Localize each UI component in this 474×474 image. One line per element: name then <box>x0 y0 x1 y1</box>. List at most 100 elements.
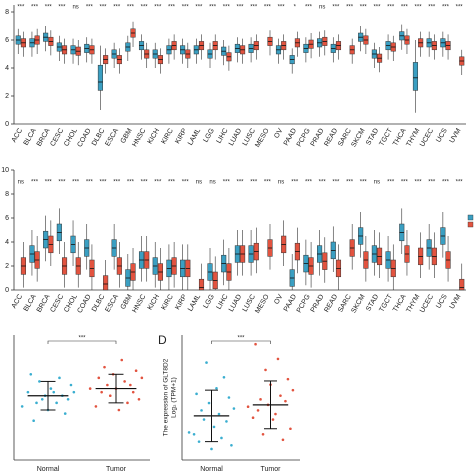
point <box>222 375 226 379</box>
significance: *** <box>100 5 108 11</box>
significance: *** <box>100 180 108 186</box>
significance: *** <box>154 5 162 11</box>
x-tick-label: Tumor <box>261 466 282 473</box>
x-tick-label: UVM <box>449 293 463 310</box>
x-tick-label: UCEC <box>419 127 435 148</box>
x-tick-label: GBM <box>120 293 134 310</box>
significance: *** <box>401 180 409 186</box>
significance-bracket <box>47 340 117 344</box>
point <box>274 412 277 416</box>
significance: *** <box>182 5 190 11</box>
point <box>291 388 295 392</box>
point <box>49 387 53 390</box>
significance: *** <box>319 180 327 186</box>
x-tick-label: COAD <box>76 293 92 314</box>
point <box>225 420 228 423</box>
significance: *** <box>45 180 53 186</box>
significance: ns <box>278 180 284 186</box>
point <box>35 401 38 405</box>
point <box>52 390 56 394</box>
point <box>197 440 201 443</box>
significance: ns <box>319 5 325 11</box>
significance: *** <box>360 180 368 186</box>
significance: *** <box>415 180 423 186</box>
point <box>134 369 138 373</box>
point <box>187 431 191 434</box>
significance: *** <box>168 180 176 186</box>
point <box>200 409 203 412</box>
point <box>108 394 112 398</box>
x-tick-label: KIRC <box>160 293 174 311</box>
significance: *** <box>182 180 190 186</box>
x-tick-label: LGG <box>202 293 215 309</box>
significance: *** <box>113 5 121 11</box>
significance: *** <box>428 5 436 11</box>
significance: *** <box>45 5 53 11</box>
point <box>195 392 198 396</box>
point <box>256 409 260 412</box>
point <box>72 390 76 394</box>
x-tick-label: LIHC <box>216 293 230 310</box>
y-tick-label: 0 <box>5 121 9 128</box>
x-tick-label: MESO <box>254 127 271 149</box>
point <box>58 376 61 380</box>
point <box>126 401 129 405</box>
point <box>284 399 287 403</box>
point <box>97 376 101 380</box>
significance: *** <box>442 5 450 11</box>
point <box>271 418 275 421</box>
x-tick-label: OV <box>273 293 284 306</box>
point <box>276 357 280 361</box>
significance: *** <box>387 180 395 186</box>
significance: *** <box>332 5 340 11</box>
significance: *** <box>332 180 340 186</box>
point <box>207 401 211 405</box>
x-tick-label: Normal <box>37 466 60 473</box>
significance: *** <box>86 5 94 11</box>
x-tick-label: SKCM <box>350 293 366 314</box>
point <box>202 418 206 421</box>
significance: *** <box>237 336 245 342</box>
legend-swatch <box>467 214 474 221</box>
point <box>210 447 213 451</box>
point <box>69 383 73 387</box>
significance: *** <box>86 180 94 186</box>
x-tick-label: LIHC <box>216 127 230 144</box>
significance: *** <box>78 336 86 342</box>
x-tick-label: HNSC <box>131 293 147 314</box>
significance: *** <box>264 5 272 11</box>
point <box>66 397 70 401</box>
point <box>251 416 255 420</box>
significance: ns <box>18 180 24 186</box>
x-tick-label: ACC <box>11 127 24 143</box>
significance: *** <box>442 180 450 186</box>
significance: *** <box>31 5 39 11</box>
point <box>103 365 106 369</box>
y-tick-label: 8 <box>5 9 9 16</box>
point <box>32 419 35 423</box>
point <box>106 383 109 387</box>
x-tick-label: UCS <box>435 127 449 144</box>
y-axis-label: Log₂ (TPM+1) <box>171 377 178 418</box>
significance: *** <box>58 180 66 186</box>
x-tick-label: Tumor <box>106 466 127 473</box>
significance: *** <box>223 180 231 186</box>
y-tick-label: 6 <box>5 215 9 222</box>
x-tick-label: COAD <box>76 127 92 148</box>
y-tick-label: 6 <box>5 37 9 44</box>
significance: *** <box>31 180 39 186</box>
point <box>230 443 233 447</box>
x-tick-label: UCEC <box>419 293 435 314</box>
point <box>259 398 262 401</box>
x-tick-label: ESCA <box>104 293 120 313</box>
significance: *** <box>428 180 436 186</box>
point <box>63 412 67 415</box>
box <box>459 278 465 291</box>
significance: *** <box>346 180 354 186</box>
point <box>100 390 103 394</box>
y-tick-label: 4 <box>5 65 9 72</box>
significance: *** <box>127 5 135 11</box>
significance: *** <box>154 180 162 186</box>
y-tick-label: 2 <box>5 263 9 270</box>
